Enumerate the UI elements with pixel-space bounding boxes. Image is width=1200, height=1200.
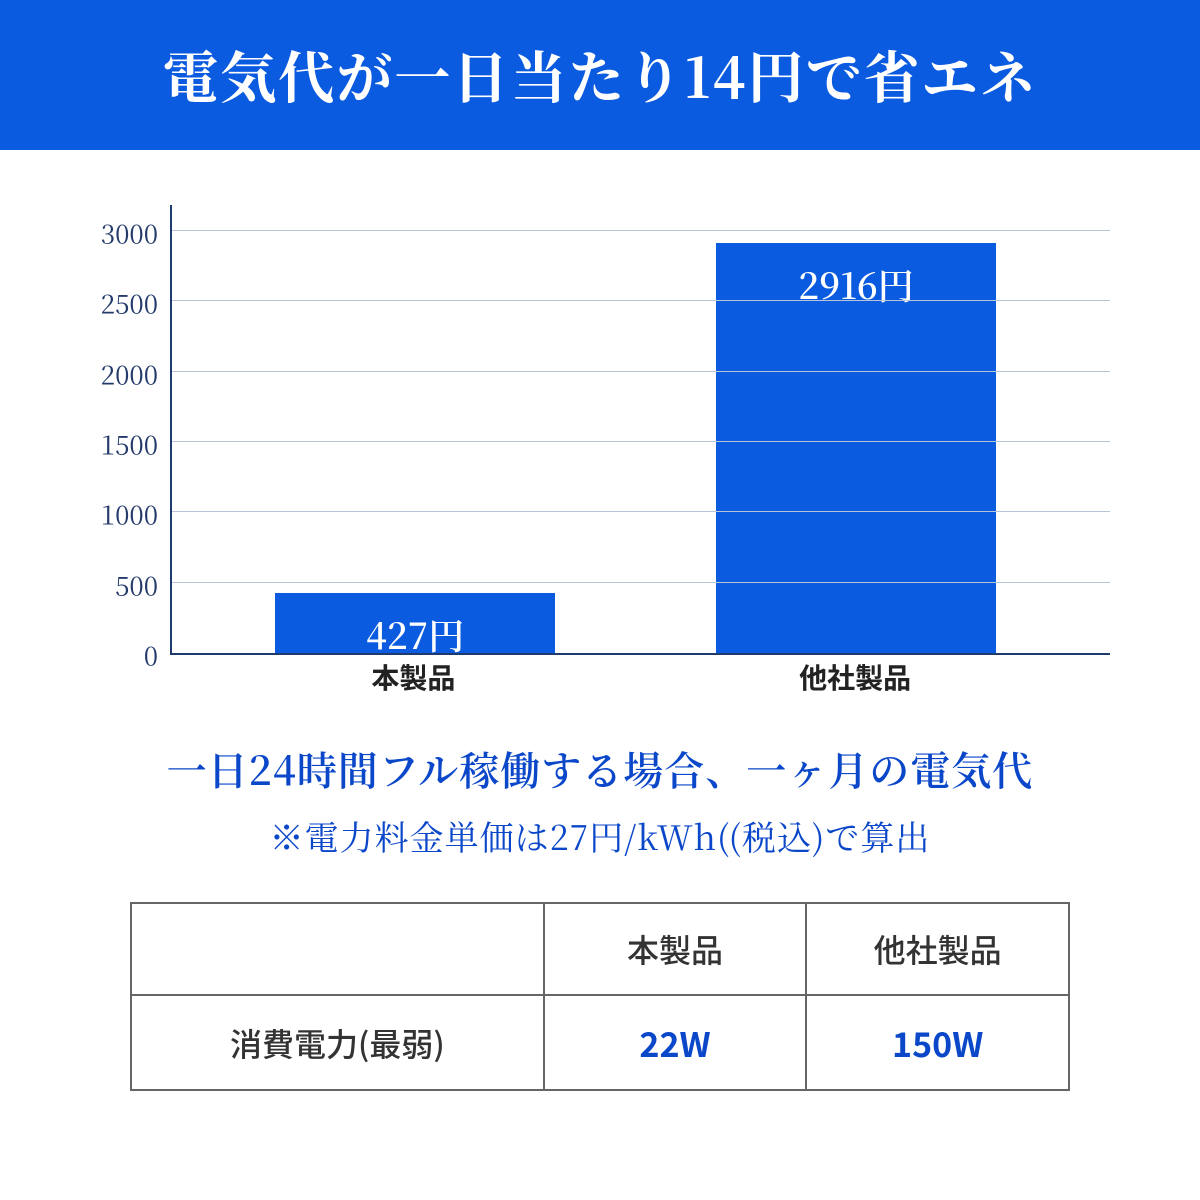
gridline bbox=[172, 441, 1110, 442]
chart-caption-sub: ※電力料金単価は27円/kWh((税込)で算出 bbox=[0, 811, 1200, 860]
spec-table: 本製品他社製品 消費電力(最弱)22W150W bbox=[130, 902, 1070, 1091]
gridline bbox=[172, 300, 1110, 301]
spec-table-wrap: 本製品他社製品 消費電力(最弱)22W150W bbox=[130, 902, 1070, 1091]
table-header-row: 本製品他社製品 bbox=[131, 903, 1069, 995]
gridline bbox=[172, 511, 1110, 512]
y-tick-label: 1500 bbox=[78, 426, 158, 463]
bar: 2916円 bbox=[716, 243, 996, 653]
gridline bbox=[172, 371, 1110, 372]
x-axis-labels: 本製品 他社製品 bbox=[170, 657, 1110, 697]
y-tick-label: 3000 bbox=[78, 215, 158, 252]
y-tick-label: 2000 bbox=[78, 355, 158, 392]
table-row-header: 消費電力(最弱) bbox=[131, 995, 544, 1090]
table-value-cell: 150W bbox=[806, 995, 1069, 1090]
chart-caption-main: 一日24時間フル稼働する場合、一ヶ月の電気代 bbox=[0, 740, 1200, 797]
y-tick-label: 500 bbox=[78, 566, 158, 603]
y-tick-label: 2500 bbox=[78, 285, 158, 322]
table-col-header: 他社製品 bbox=[806, 903, 1069, 995]
table-corner-cell bbox=[131, 903, 544, 995]
table-row: 消費電力(最弱)22W150W bbox=[131, 995, 1069, 1090]
table-body: 消費電力(最弱)22W150W bbox=[131, 995, 1069, 1090]
gridline bbox=[172, 582, 1110, 583]
y-axis: 050010001500200025003000 bbox=[70, 205, 170, 655]
title-banner: 電気代が一日当たり14円で省エネ bbox=[0, 0, 1200, 150]
gridline bbox=[172, 230, 1110, 231]
y-tick-label: 0 bbox=[78, 637, 158, 674]
page-title: 電気代が一日当たり14円で省エネ bbox=[162, 35, 1037, 115]
bar-value-label: 427円 bbox=[275, 609, 555, 660]
chart-plot-area: 050010001500200025003000 427円2916円 本製品他社… bbox=[70, 205, 1130, 685]
bars-layer: 427円 2916円 bbox=[172, 205, 1110, 653]
cost-bar-chart: 050010001500200025003000 427円2916円 本製品他社… bbox=[70, 205, 1130, 685]
table-value-cell: 22W bbox=[544, 995, 807, 1090]
y-tick-label: 1000 bbox=[78, 496, 158, 533]
table-col-header: 本製品 bbox=[544, 903, 807, 995]
bar: 427円 bbox=[275, 593, 555, 653]
x-category-label: 本製品 bbox=[273, 657, 553, 697]
x-category-label: 他社製品 bbox=[715, 657, 995, 697]
bar-value-label: 2916円 bbox=[716, 259, 996, 310]
plot-region: 427円 2916円 bbox=[170, 205, 1110, 655]
